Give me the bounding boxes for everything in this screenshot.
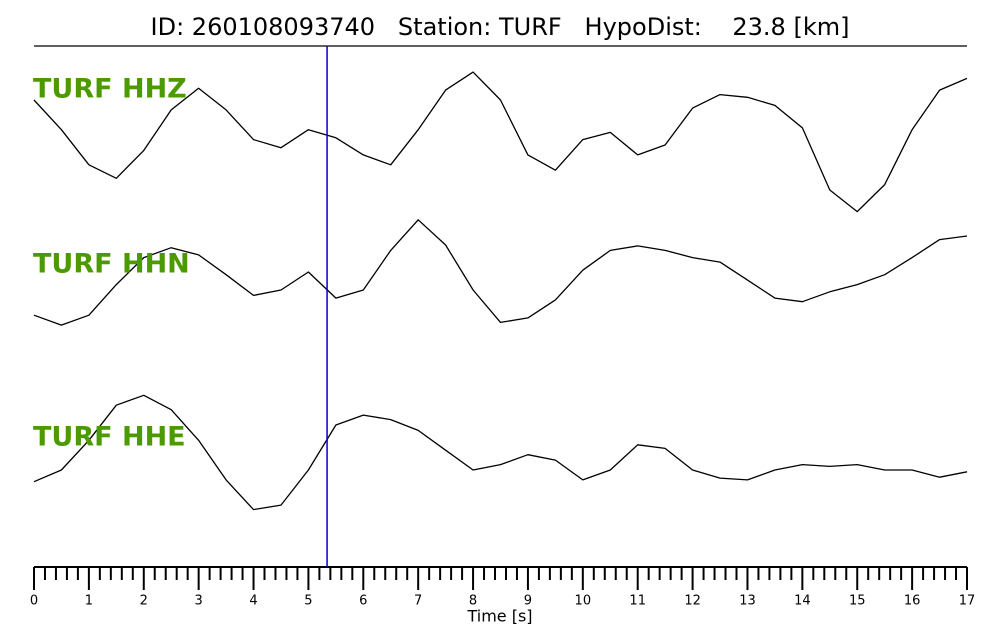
chart-title: ID: 260108093740 Station: TURF HypoDist:…	[151, 13, 850, 41]
x-tick-label: 3	[195, 594, 203, 609]
x-tick-label: 11	[629, 594, 646, 609]
x-axis-label: Time [s]	[466, 607, 532, 626]
x-tick-label: 4	[249, 594, 257, 609]
trace-label: TURF HHN	[33, 249, 190, 280]
x-tick-label: 13	[739, 594, 756, 609]
x-tick-label: 5	[304, 594, 312, 609]
x-tick-label: 2	[140, 594, 148, 609]
x-tick-label: 9	[524, 594, 532, 609]
x-tick-label: 14	[794, 594, 811, 609]
x-tick-label: 8	[469, 594, 477, 609]
trace	[33, 71, 968, 213]
trace	[33, 394, 968, 511]
trace-label: TURF HHZ	[33, 74, 187, 105]
x-tick-label: 12	[684, 594, 701, 609]
x-tick-label: 17	[959, 594, 976, 609]
x-tick-label: 7	[414, 594, 422, 609]
x-tick-label: 10	[575, 594, 592, 609]
trace	[33, 219, 968, 326]
x-tick-label: 16	[904, 594, 921, 609]
trace-label: TURF HHE	[33, 422, 186, 453]
x-tick-label: 15	[849, 594, 866, 609]
x-tick-label: 0	[30, 594, 38, 609]
x-tick-label: 1	[85, 594, 93, 609]
x-tick-label: 6	[359, 594, 367, 609]
